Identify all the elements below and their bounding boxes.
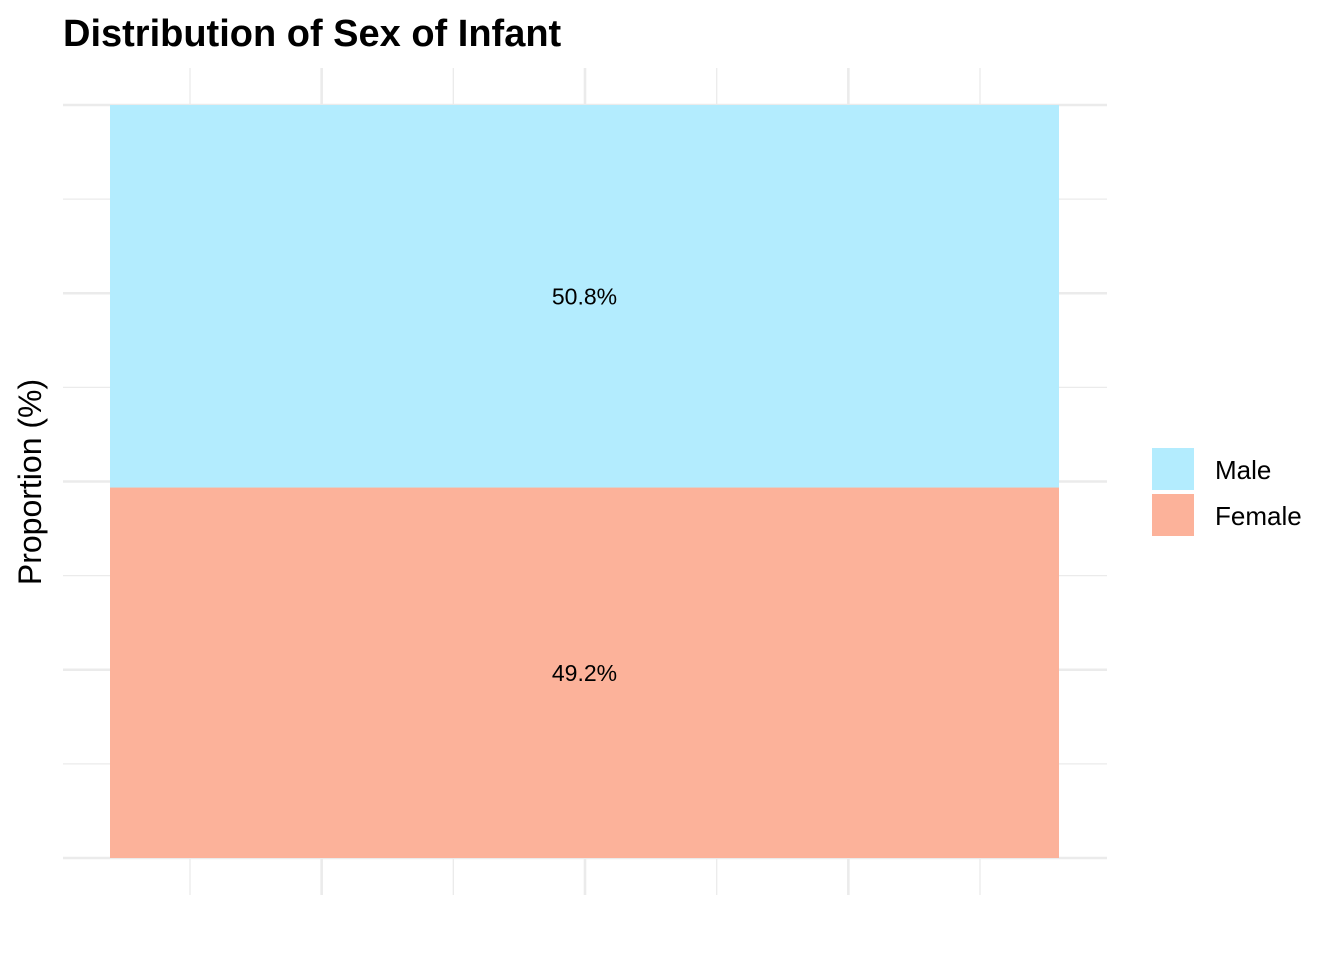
bar-segment-male	[110, 105, 1059, 488]
bar-segment-female	[110, 487, 1059, 858]
legend-label-female: Female	[1215, 501, 1302, 531]
chart-title: Distribution of Sex of Infant	[63, 13, 562, 55]
data-label-female: 49.2%	[552, 660, 617, 686]
legend: Male Female	[1152, 448, 1302, 536]
y-axis-label: Proportion (%)	[12, 379, 48, 585]
bars	[110, 105, 1059, 858]
data-label-male: 50.8%	[552, 283, 617, 309]
data-labels: 49.2% 50.8%	[552, 283, 617, 686]
legend-label-male: Male	[1215, 455, 1271, 485]
legend-key-female	[1152, 494, 1194, 536]
legend-key-male	[1152, 448, 1194, 490]
